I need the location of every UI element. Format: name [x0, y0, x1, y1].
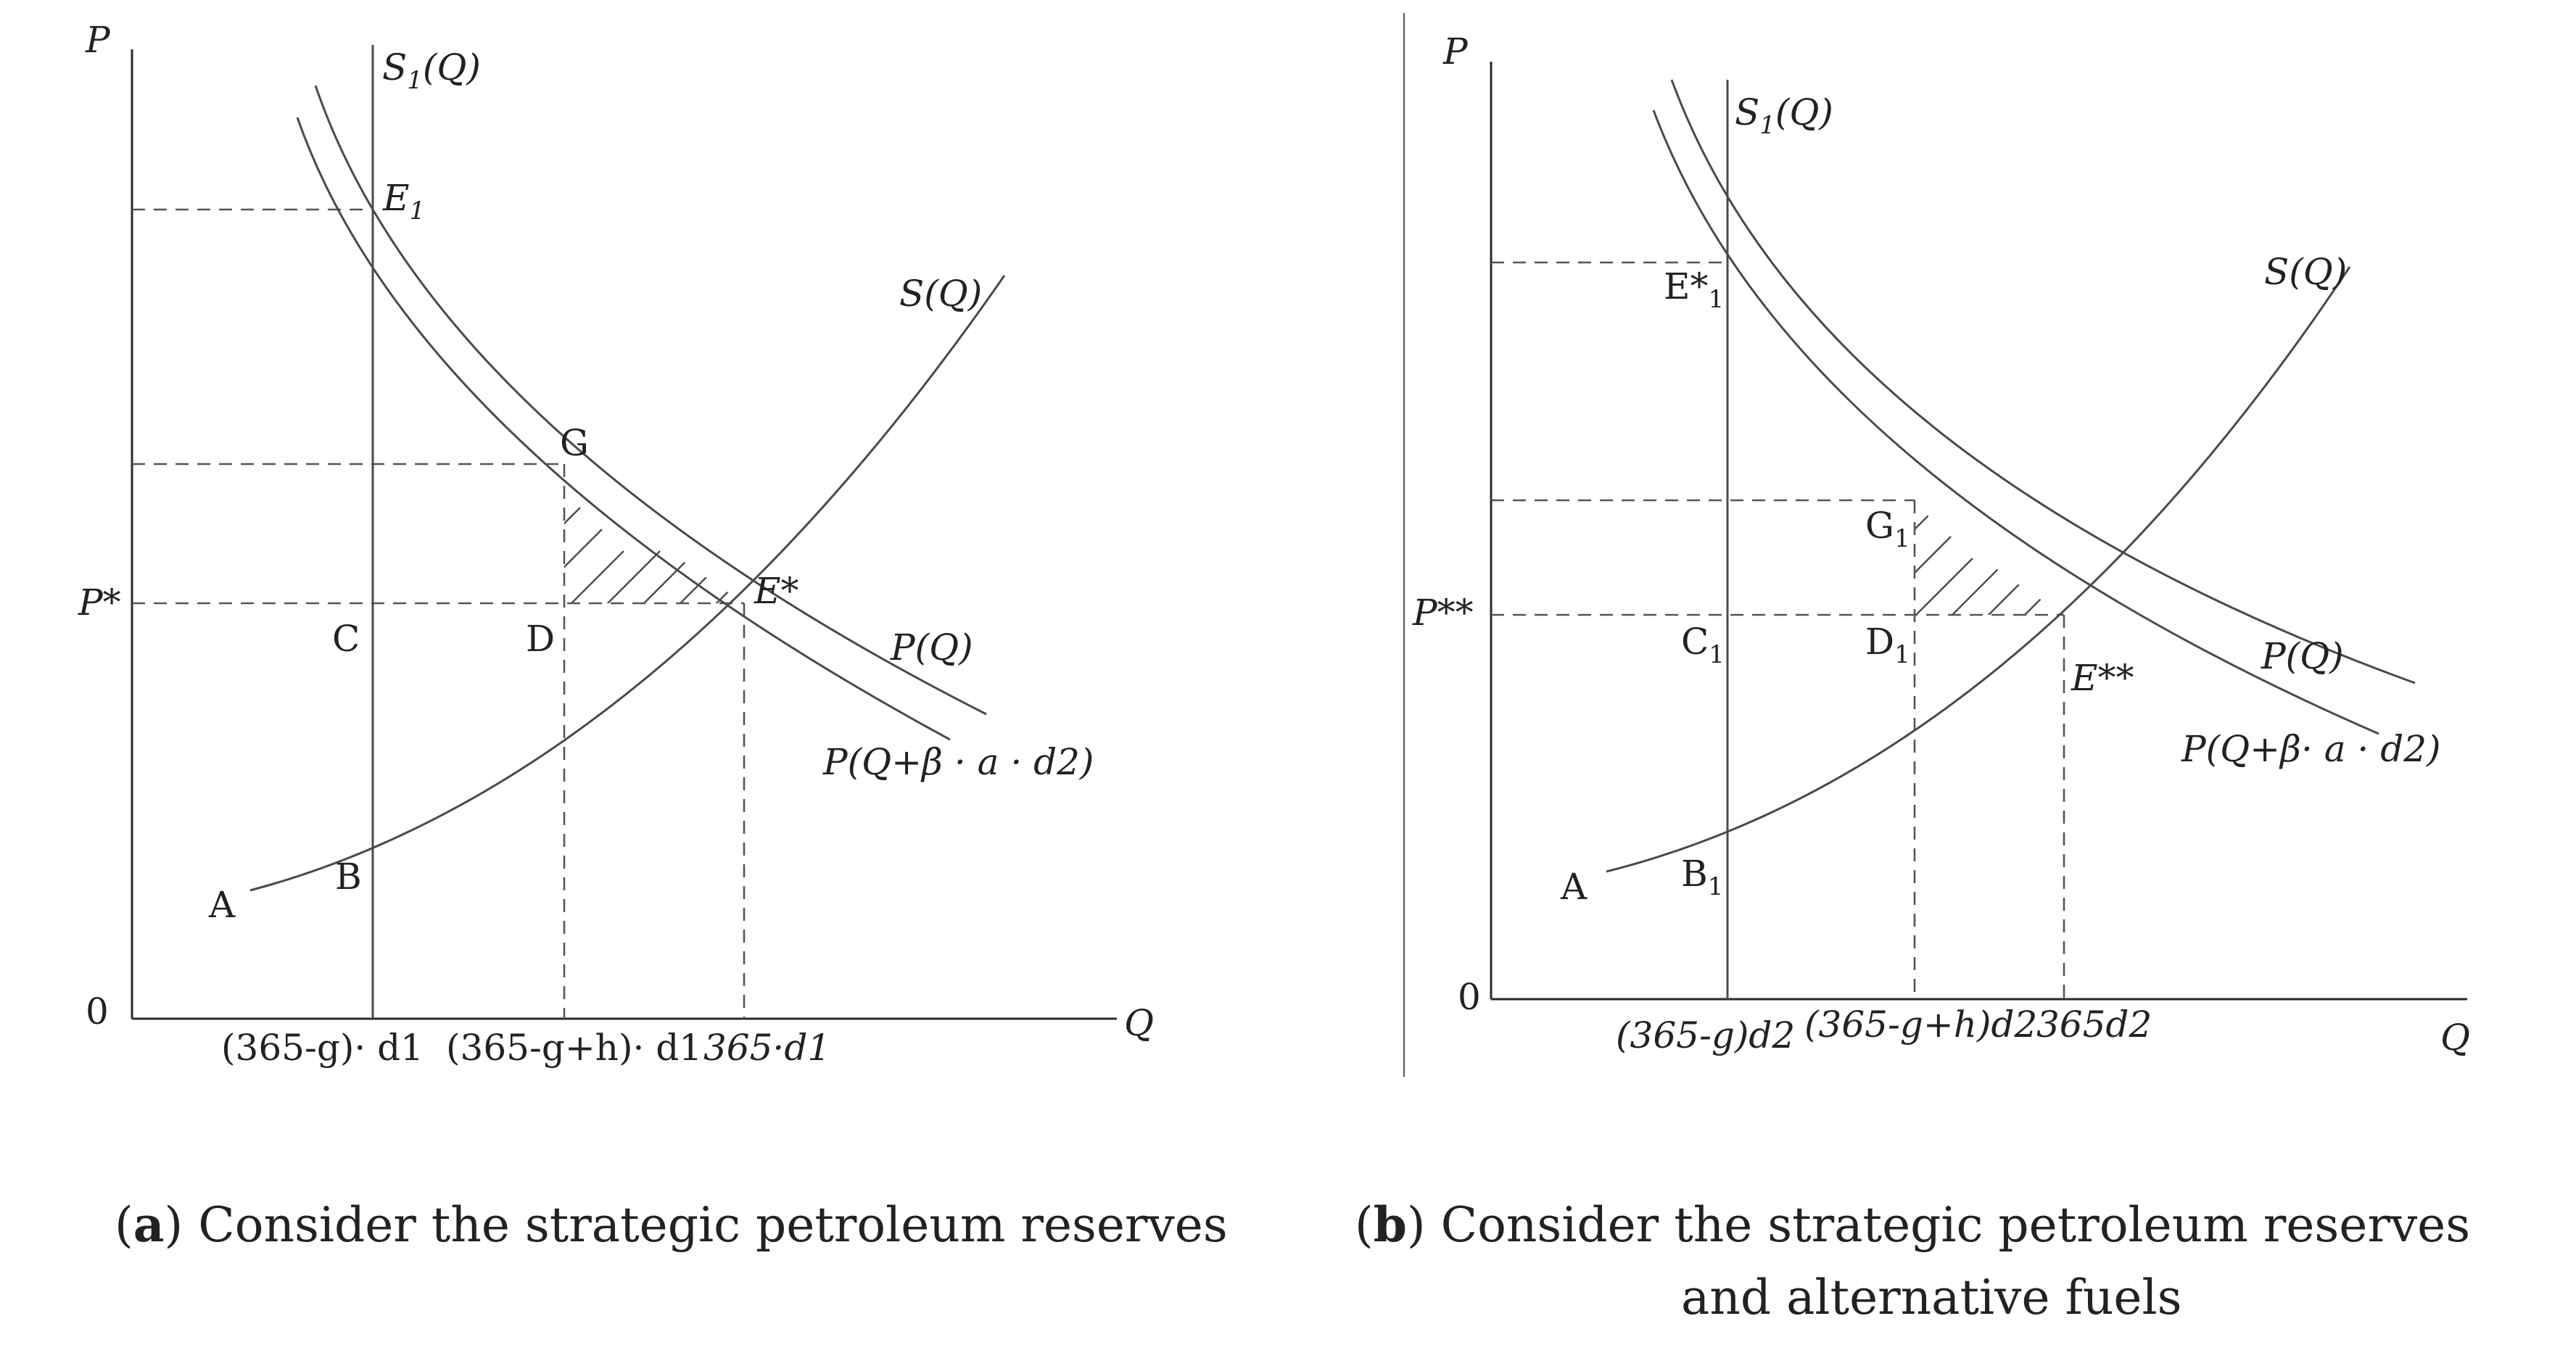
- panel-a-s-curve: [249, 275, 1006, 892]
- panel-b-e1-label: E*1: [1664, 265, 1724, 314]
- panel-a-q-axis-label: Q: [1124, 1002, 1154, 1044]
- panel-a-x3-label: 365·d1: [703, 1027, 830, 1069]
- panel-b-origin-label: 0: [1458, 976, 1481, 1018]
- panel-a-d-label: D: [526, 618, 555, 660]
- panel-a-e1-label: E1: [382, 177, 425, 225]
- panel-a-b-label: B: [335, 856, 362, 898]
- panel-a-caption: (a) Consider the strategic petroleum res…: [115, 1196, 1228, 1253]
- panel-a-p-curve-label: P(Q): [890, 626, 973, 669]
- panel-b-q-axis-label: Q: [2440, 1017, 2470, 1059]
- panel-a-pstar-label: P*: [78, 582, 121, 624]
- panel-b-p-axis-label: P: [1442, 30, 1469, 73]
- panel-b-c-label: C1: [1681, 621, 1725, 669]
- panel-b-caption-line2: and alternative fuels: [1681, 1270, 2181, 1325]
- panel-b: P Q 0 P** S1(Q) S(Q) P(Q) P(Q+β· a · d2)…: [1355, 30, 2470, 1325]
- panel-b-a-label: A: [1560, 866, 1588, 908]
- panel-b-caption-line1: (b) Consider the strategic petroleum res…: [1355, 1196, 2470, 1253]
- panel-a-s-curve-label: S(Q): [899, 273, 982, 315]
- panel-b-p-shift-curve: [1652, 109, 2379, 735]
- panel-a-p-shift-curve-label: P(Q+β · a · d2): [822, 741, 1094, 783]
- panel-b-s-curve-label: S(Q): [2264, 251, 2347, 293]
- panel-b-s1-label: S1(Q): [1735, 91, 1833, 140]
- panel-a-x2-label: (365-g+h)· d1: [446, 1027, 702, 1069]
- panel-b-g-label: G1: [1865, 505, 1910, 553]
- panel-b-x3-label: 365d2: [2036, 1003, 2152, 1046]
- panel-b-estar-label: E**: [2071, 657, 2134, 699]
- panel-b-b-label: B1: [1681, 853, 1723, 901]
- panel-b-p-shift-curve-label: P(Q+β· a · d2): [2181, 728, 2441, 770]
- panel-a-estar-label: E*: [754, 570, 799, 612]
- panel-b-x1-label: (365-g)d2: [1616, 1014, 1795, 1056]
- panel-b-p-curve-label: P(Q): [2261, 635, 2344, 677]
- panel-a-g-label: G: [560, 422, 589, 464]
- panel-b-pstar-label: P**: [1412, 592, 1474, 634]
- panel-a-p-shift-curve: [296, 117, 951, 741]
- panel-b-p-curve: [1670, 79, 2416, 684]
- panel-a-origin-label: 0: [86, 990, 109, 1032]
- panel-a-s1-label: S1(Q): [382, 46, 481, 95]
- panel-b-s-curve: [1606, 266, 2351, 873]
- panel-a-p-axis-label: P: [85, 19, 111, 61]
- panel-a-p-curve: [314, 85, 987, 716]
- panel-a-c-label: C: [332, 618, 360, 660]
- panel-a-a-label: A: [208, 884, 236, 926]
- panel-a: P Q 0 P* S1(Q) S(Q) P(Q) P(Q+β · a · d2)…: [78, 19, 1228, 1253]
- panel-b-d-label: D1: [1865, 621, 1910, 669]
- panel-a-x1-label: (365-g)· d1: [221, 1027, 424, 1069]
- panel-b-x2-label: (365-g+h)d2: [1804, 1003, 2037, 1046]
